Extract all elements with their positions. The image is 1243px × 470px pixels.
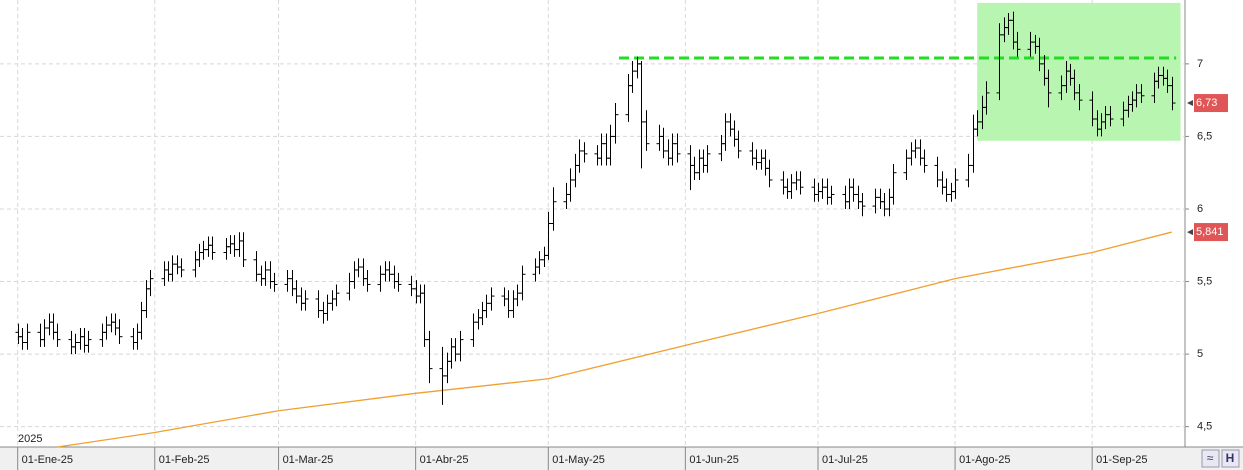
x-tick-label: 01-Abr-25 (420, 454, 469, 466)
highlight-box (977, 2, 1181, 141)
last-label: 6,73 (1196, 97, 1217, 109)
grid (0, 0, 1189, 470)
y-tick-label: 5,5 (1197, 275, 1212, 287)
bars (15, 11, 1176, 405)
moving-average (57, 231, 1172, 448)
tool-button[interactable] (1221, 449, 1240, 468)
last-label-box (1194, 223, 1228, 242)
year-label: 2025 (18, 433, 42, 445)
last-label-box (1194, 94, 1228, 113)
y-tick-label: 5 (1197, 348, 1203, 360)
x-tick-label: 01-Mar-25 (283, 454, 334, 466)
time-axis (0, 447, 1243, 470)
y-tick-label: 6,5 (1197, 130, 1212, 142)
x-tick-label: 01-Ago-25 (959, 454, 1010, 466)
last-arrow (1187, 100, 1193, 107)
x-tick-label: 01-May-25 (552, 454, 605, 466)
y-tick-label: 7 (1197, 58, 1203, 70)
x-tick-label: 01-Feb-25 (159, 454, 210, 466)
x-tick-label: 01-Sep-25 (1096, 454, 1147, 466)
overlays (57, 2, 1181, 448)
x-tick-label: 01-Jul-25 (822, 454, 868, 466)
x-tick-label: 01-Ene-25 (22, 454, 73, 466)
last-label: 5,841 (1196, 226, 1224, 238)
tool-icon: H (1226, 451, 1235, 465)
tool-icon: ≈ (1207, 451, 1214, 465)
y-tick-label: 6 (1197, 203, 1203, 215)
x-tick-label: 01-Jun-25 (689, 454, 739, 466)
tool-button[interactable] (1201, 449, 1220, 468)
last-arrow (1187, 229, 1193, 236)
y-tick-label: 4,5 (1197, 421, 1212, 433)
labels: 4,5 5 5,5 6 6,5 7 01-Ene-25 01-Feb-25 01-Mar-25 0… (22, 58, 1228, 466)
